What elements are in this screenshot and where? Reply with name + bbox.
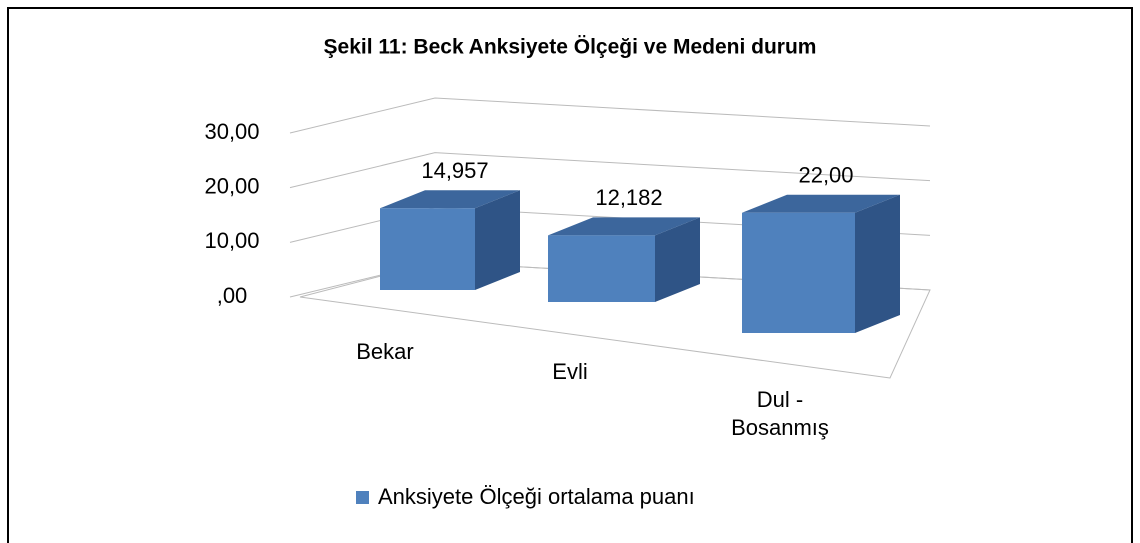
legend-swatch: [356, 491, 369, 504]
bar-side: [475, 190, 520, 290]
bar: [380, 208, 475, 290]
value-label: 14,957: [421, 158, 488, 183]
bar-top: [742, 194, 900, 213]
y-tick-label: ,00: [217, 283, 248, 308]
bar-top: [548, 217, 700, 236]
x-tick-label: Dul - Bosanmış: [731, 387, 829, 440]
value-label: 22,00: [798, 163, 853, 188]
y-tick-label: 30,00: [204, 119, 259, 144]
legend-label: Anksiyete Ölçeği ortalama puanı: [378, 484, 695, 509]
x-tick-label: Bekar: [356, 339, 414, 364]
y-tick-label: 10,00: [204, 228, 259, 253]
chart-title: Şekil 11: Beck Anksiyete Ölçeği ve Meden…: [324, 36, 817, 59]
x-tick-label: Evli: [552, 359, 588, 384]
bar-top: [380, 190, 520, 209]
bar-side: [855, 194, 900, 333]
bar: [742, 212, 855, 333]
bar-side: [655, 217, 700, 302]
grid-line: [289, 97, 931, 134]
y-tick-label: 20,00: [204, 173, 259, 198]
bar: [548, 235, 655, 302]
grid-line: [289, 152, 931, 189]
value-label: 12,182: [595, 185, 662, 210]
